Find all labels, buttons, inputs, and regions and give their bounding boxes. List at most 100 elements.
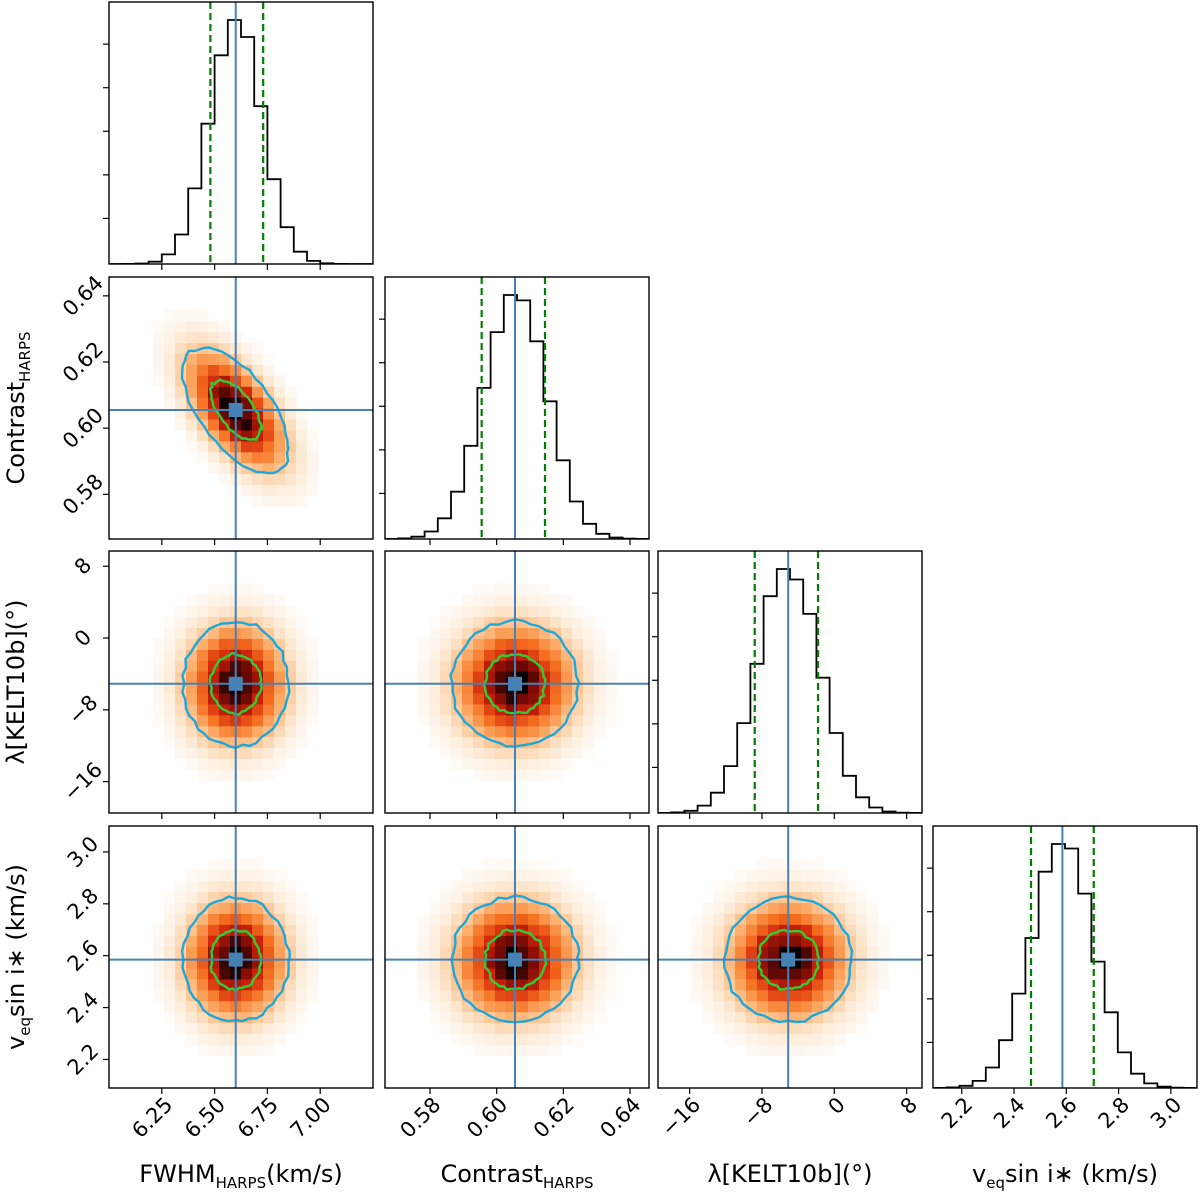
density-cell [296,429,308,442]
density-cell [528,1000,540,1013]
density-cell [572,924,584,936]
density-cell [263,989,275,1002]
density-cell [440,880,452,893]
density-cell [208,869,220,882]
density-cell [241,605,253,618]
contour-outer-fwhm-lambda [181,621,291,750]
density-cell [197,703,209,716]
density-cell [691,913,703,925]
density-cell [285,747,297,760]
density-cell [790,978,802,991]
density-cell [164,902,176,914]
density-cell [197,946,209,958]
density-cell [484,989,496,1002]
density-cell [528,935,540,947]
density-cell [252,978,264,991]
density-cell [561,682,573,694]
density-cell [845,924,857,936]
density-cell [528,858,540,871]
density-cell [219,1033,231,1045]
density-cell [186,649,198,661]
density-cell [164,935,176,947]
density-cell [208,594,220,607]
density-cell [175,375,187,387]
density-cell [583,703,595,716]
density-cell [561,902,573,914]
density-cell [252,858,264,871]
density-cell [164,386,176,398]
density-cell [801,913,813,925]
density-cell [506,989,518,1002]
density-cell [241,364,253,376]
density-cell [572,747,584,760]
density-cell [823,1011,835,1024]
density-cell [440,957,452,969]
density-cell [550,671,562,683]
density-cell [834,1033,846,1045]
density-cell [197,902,209,914]
density-cell [285,660,297,672]
xlabel-fwhm: FWHMHARPS(km/s) [139,1160,342,1192]
density-cell [274,649,286,661]
contour-outer-fwhm-vsini [180,895,291,1023]
density-cell [473,769,485,781]
panel-frame [108,276,374,540]
xtick-label-vsini: 2.8 [1094,1093,1135,1134]
density-cell [856,1011,868,1024]
density-cell [462,725,474,738]
density-cell [296,418,308,431]
density-cell [768,880,780,893]
xtick-label-vsini: 3.0 [1146,1093,1187,1134]
density-cell [528,902,540,914]
density-cell [252,462,264,475]
density-cell [186,758,198,770]
density-cell [153,989,165,1002]
xlabel-vsini-sub: eq [986,1174,1005,1192]
density-cell [285,725,297,738]
density-cell [691,967,703,980]
density-cell [517,594,529,607]
density-cell [451,1011,463,1024]
density-cell [550,957,562,969]
density-cell [517,769,529,781]
density-cell [462,671,474,683]
density-cell [572,1011,584,1024]
density-cell [175,1011,187,1024]
density-cell [790,1000,802,1013]
density-cell [208,736,220,749]
density-cell [473,1044,485,1056]
density-cell [495,902,507,914]
density-cell [186,967,198,980]
density-cell [528,583,540,596]
density-cell [735,1011,747,1024]
density-cell [285,627,297,639]
density-cell [845,989,857,1002]
density-cell [263,682,275,694]
density-cell [164,1000,176,1013]
density-cell [768,902,780,914]
density-cell [285,473,297,486]
density-cell [153,660,165,672]
density-cell [252,935,264,947]
density-cell [429,682,441,694]
panel-fwhm-lambda: −16 −8 0 8 [59,550,374,819]
density-cell [605,978,617,991]
density-cell [175,331,187,344]
density-cell [702,935,714,947]
density-cell [451,1000,463,1013]
density-cell [834,869,846,882]
density-cell [252,902,264,914]
density-cell [605,703,617,716]
density-cell [440,747,452,760]
density-cell [484,758,496,770]
density-cell [724,880,736,893]
density-cell [790,858,802,871]
density-cell [208,957,220,969]
density-cell [263,440,275,453]
density-cell [186,627,198,639]
density-cell [263,594,275,607]
density-cell [241,946,253,958]
xlabel-lambda-main: λ[KELT10b](°) [707,1160,872,1188]
density-cell [823,1000,835,1013]
ytick-label-contrast: 0.62 [58,337,108,387]
